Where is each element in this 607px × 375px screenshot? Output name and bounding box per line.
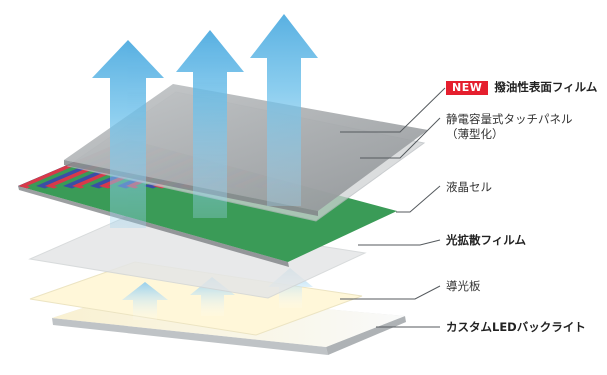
upper-arrows [92,14,318,228]
lcd-stripe [594,139,607,189]
lcd-stripe [558,139,607,189]
lcd-stripe [549,139,607,189]
new-badge: NEW [446,81,489,95]
leader-line-film [340,87,446,133]
touch-panel-label: 静電容量式タッチパネル （薄型化） [446,112,573,142]
touch-panel-label-line1: 静電容量式タッチパネル [446,112,573,126]
surface-film-label: NEW 撥油性表面フィルム [446,80,597,95]
lcd-stripe [576,139,607,189]
lcd-stripe [567,139,607,189]
lcd-stripe [504,139,607,189]
lcd-stripe [495,139,607,189]
lcd-stripe [540,139,607,189]
diffuser-label: 光拡散フィルム [446,233,527,247]
leader-line-diffuser [358,239,441,246]
lcd-stripe [477,139,596,189]
lcd-stripe [603,139,607,189]
lcd-stripe [0,139,11,189]
touch-panel-label-line2: （薄型化） [446,127,504,141]
arrow-up-icon [122,282,168,320]
lcd-stripe [522,139,607,189]
leader-line-touch [360,117,441,159]
lcd-label: 液晶セル [446,180,492,194]
arrow-up-icon [250,14,318,206]
surface-film-label-text: 撥油性表面フィルム [494,80,598,94]
lcd-stripe [0,139,2,189]
lcd-stripe [585,139,607,189]
arrow-up-icon [176,30,244,218]
leader-lines [340,87,446,328]
leader-line-guide [340,285,441,300]
light-guide-label: 導光板 [446,279,481,293]
diffuser-layer [28,215,367,299]
light-guide-layer [29,261,363,336]
lcd-stripe [531,139,607,189]
lcd-stripe [486,139,605,189]
leader-line-lcd [396,185,441,213]
backlight-label: カスタムLEDバックライト [446,320,586,334]
lcd-stripe [18,139,20,189]
arrow-up-icon [92,40,164,228]
lcd-stripe [18,139,29,189]
lcd-stripe [513,139,607,189]
